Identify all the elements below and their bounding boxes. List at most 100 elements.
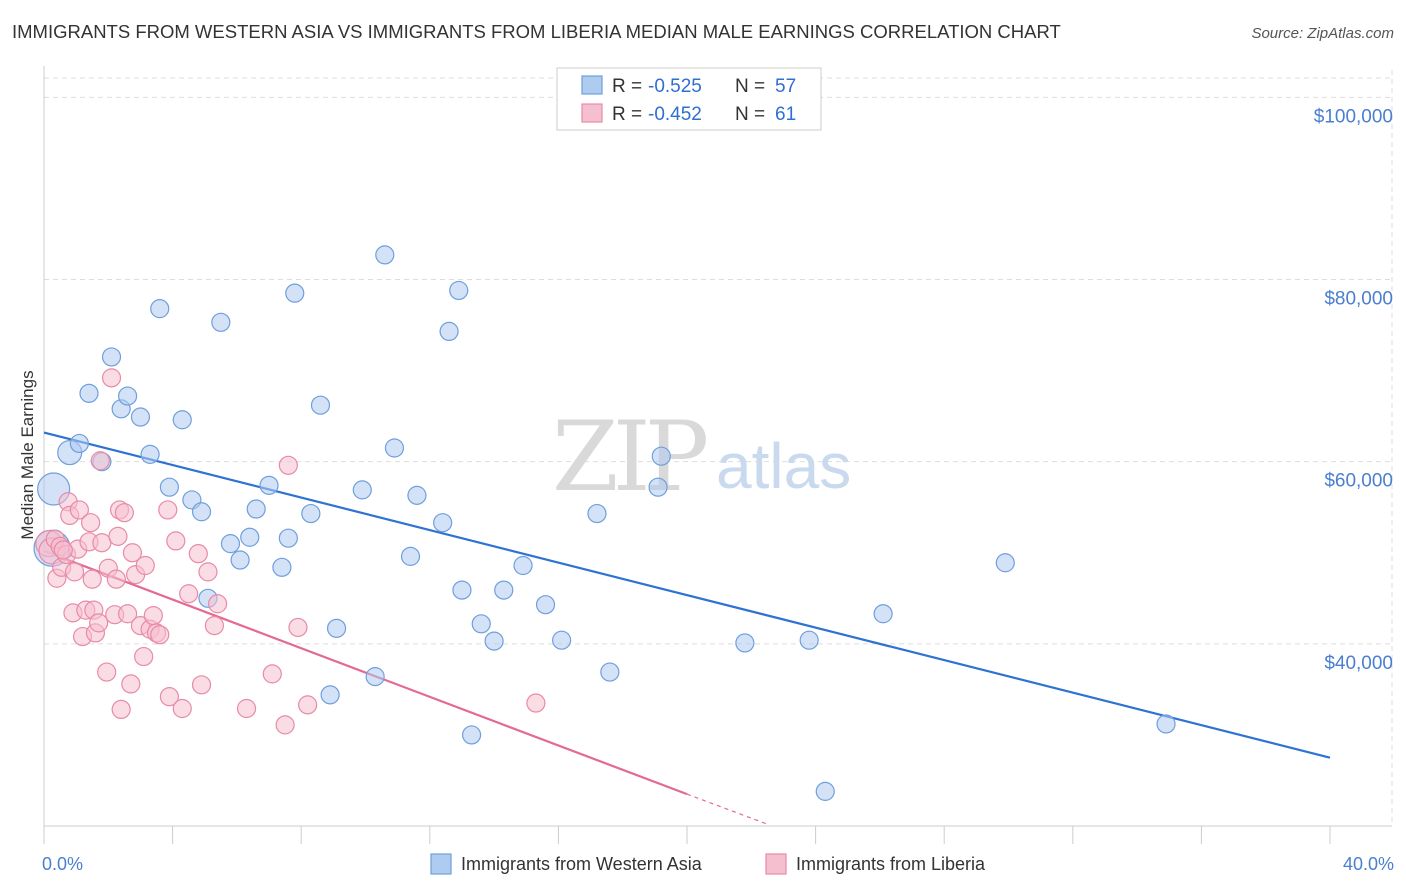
point-western-asia [535,595,556,615]
point-liberia [69,500,89,520]
trend-line-liberia [43,549,688,796]
axes [43,66,1392,844]
legend-n-value-liberia: 61 [775,104,796,125]
bottom-legend-label-liberia: Immigrants from Liberia [796,854,986,874]
point-western-asia [301,503,321,524]
point-liberia [122,543,143,563]
point-liberia [121,674,141,694]
x-tick-labels: 0.0% 40.0% [42,854,1394,874]
point-liberia [101,368,122,388]
chart-source: Source: ZipAtlas.com [1251,25,1394,42]
y-tick-label: $80,000 [1324,288,1393,309]
point-liberia [97,662,117,682]
point-liberia [92,533,112,553]
y-tick-label: $100,000 [1314,106,1393,127]
point-western-asia [873,604,893,624]
point-liberia [158,500,178,520]
point-liberia [111,699,131,720]
point-western-asia [484,631,504,651]
point-liberia [188,544,208,564]
trend-lines [43,431,1331,825]
point-liberia [198,562,218,582]
point-western-asia [79,383,99,403]
point-western-asia [651,446,671,466]
point-western-asia [799,630,819,650]
legend-swatch-western-asia [581,75,603,95]
point-western-asia [130,407,151,427]
point-western-asia [220,534,241,554]
point-liberia [172,698,192,719]
legend-box: R = -0.525 N = 57 R = -0.452 N = 61 [556,67,822,131]
point-western-asia [150,299,170,319]
legend-n-label: N = [735,76,765,97]
point-western-asia [117,386,138,406]
legend-r-value-liberia: -0.452 [648,104,702,125]
point-liberia [278,455,298,475]
point-western-asia [433,513,453,533]
point-western-asia [278,528,298,548]
y-axis-label: Median Male Earnings [18,370,37,539]
point-liberia [135,555,155,576]
point-liberia [236,698,257,719]
point-liberia [526,693,546,713]
point-liberia [275,715,295,735]
point-liberia [159,687,179,707]
point-western-asia [375,245,395,265]
point-western-asia [352,480,372,500]
point-western-asia [230,550,250,570]
point-liberia [53,540,73,560]
point-western-asia [735,633,755,653]
point-liberia [298,695,318,715]
point-liberia [134,646,154,667]
point-western-asia [320,685,340,705]
x-tick-label: 0.0% [42,854,83,874]
point-western-asia [211,312,231,332]
watermark: ZIP atlas [552,401,851,513]
point-liberia [262,664,282,684]
point-liberia [106,569,126,589]
legend-r-label: R = [612,104,642,125]
point-liberia [82,569,102,589]
x-tick-label: 40.0% [1343,854,1394,874]
point-western-asia [140,444,160,464]
point-western-asia [552,630,572,650]
legend-n-value-western-asia: 57 [775,76,796,97]
point-western-asia [285,283,305,303]
legend-n-label: N = [735,104,765,125]
point-western-asia [494,580,514,600]
watermark-zip: ZIP [552,401,707,513]
point-western-asia [272,557,292,577]
legend-r-label: R = [612,76,642,97]
trend-line-liberia-extension [686,793,768,825]
point-western-asia [400,546,421,566]
point-western-asia [600,662,620,682]
point-western-asia [326,618,347,638]
point-western-asia [159,477,179,497]
y-tick-labels: $40,000 $60,000 $80,000 $100,000 [1314,106,1393,674]
point-western-asia [240,527,260,547]
point-western-asia [191,502,212,522]
watermark-atlas: atlas [716,430,851,502]
bottom-legend-swatch-western-asia [430,853,452,875]
y-tick-label: $60,000 [1324,471,1393,492]
legend-swatch-liberia [581,103,603,123]
legend-r-value-western-asia: -0.525 [648,76,702,97]
point-western-asia [461,725,482,745]
scatter-points [33,245,1176,801]
point-liberia [191,675,212,695]
point-western-asia [246,499,266,519]
point-liberia [150,625,170,645]
point-liberia [108,526,128,546]
point-western-asia [172,410,192,430]
chart-title: IMMIGRANTS FROM WESTERN ASIA VS IMMIGRAN… [12,21,1061,42]
point-liberia [64,562,85,582]
point-liberia [89,613,109,633]
point-liberia [81,513,101,533]
point-western-asia [439,321,459,342]
point-western-asia [69,433,89,454]
point-western-asia [101,347,122,367]
point-western-asia [815,781,835,801]
bottom-legend-swatch-liberia [765,853,787,875]
point-liberia [166,531,186,551]
